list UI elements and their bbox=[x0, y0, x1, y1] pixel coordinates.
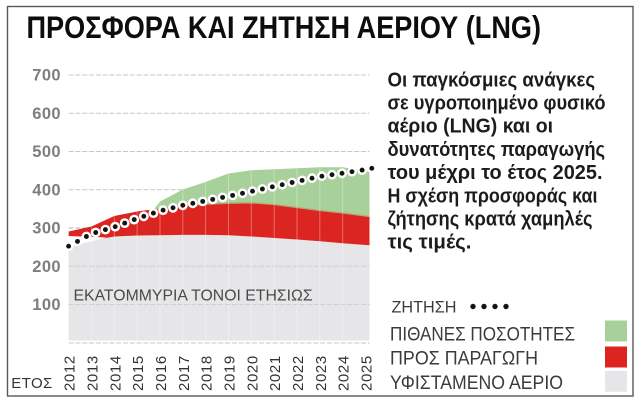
svg-text:2018: 2018 bbox=[199, 355, 216, 391]
svg-text:300: 300 bbox=[32, 220, 61, 238]
svg-text:ΠΙΘΑΝΕΣ ΠΟΣΟΤΗΤΕΣ: ΠΙΘΑΝΕΣ ΠΟΣΟΤΗΤΕΣ bbox=[390, 324, 575, 346]
svg-text:2013: 2013 bbox=[84, 355, 101, 391]
svg-text:400: 400 bbox=[32, 181, 61, 199]
svg-text:Οι παγκόσμιες ανάγκες: Οι παγκόσμιες ανάγκες bbox=[388, 68, 596, 91]
svg-text:2022: 2022 bbox=[290, 355, 307, 391]
svg-text:2012: 2012 bbox=[62, 355, 79, 391]
svg-text:ΕΚΑΤΟΜΜΥΡΙΑ ΤΟΝΟΙ ΕΤΗΣΙΩΣ: ΕΚΑΤΟΜΜΥΡΙΑ ΤΟΝΟΙ ΕΤΗΣΙΩΣ bbox=[74, 288, 313, 305]
svg-text:100: 100 bbox=[32, 296, 61, 314]
svg-text:2014: 2014 bbox=[107, 355, 124, 391]
svg-text:ΠΡΟΣΦΟΡΑ ΚΑΙ ΖΗΤΗΣΗ ΑΕΡΙΟΥ (LN: ΠΡΟΣΦΟΡΑ ΚΑΙ ΖΗΤΗΣΗ ΑΕΡΙΟΥ (LNG) bbox=[27, 9, 542, 45]
svg-text:2025: 2025 bbox=[358, 355, 375, 391]
svg-text:200: 200 bbox=[32, 258, 61, 276]
svg-text:ΥΦΙΣΤΑΜΕΝΟ ΑΕΡΙΟ: ΥΦΙΣΤΑΜΕΝΟ ΑΕΡΙΟ bbox=[390, 372, 563, 394]
svg-text:ΖΗΤΗΣΗ: ΖΗΤΗΣΗ bbox=[392, 298, 457, 317]
svg-text:ΠΡΟΣ ΠΑΡΑΓΩΓΗ: ΠΡΟΣ ΠΑΡΑΓΩΓΗ bbox=[390, 348, 538, 370]
svg-text:2020: 2020 bbox=[244, 355, 261, 391]
svg-text:2019: 2019 bbox=[221, 355, 238, 391]
svg-text:2023: 2023 bbox=[313, 355, 330, 391]
svg-text:δυνατότητες παραγωγής: δυνατότητες παραγωγής bbox=[388, 138, 606, 161]
svg-text:600: 600 bbox=[32, 105, 61, 123]
svg-text:ζήτησης κρατά χαμηλές: ζήτησης κρατά χαμηλές bbox=[388, 208, 593, 231]
svg-text:του μέχρι το έτος 2025.: του μέχρι το έτος 2025. bbox=[388, 161, 603, 184]
svg-text:500: 500 bbox=[32, 143, 61, 161]
svg-text:Η σχέση προσφοράς και: Η σχέση προσφοράς και bbox=[388, 184, 598, 207]
svg-text:2024: 2024 bbox=[336, 355, 353, 391]
svg-text:2016: 2016 bbox=[153, 355, 170, 391]
svg-text:σε υγροποιημένο φυσικό: σε υγροποιημένο φυσικό bbox=[388, 92, 606, 115]
svg-text:700: 700 bbox=[32, 67, 61, 85]
svg-text:αέριο (LNG) και οι: αέριο (LNG) και οι bbox=[388, 115, 554, 138]
svg-text:ΕΤΟΣ: ΕΤΟΣ bbox=[11, 375, 52, 392]
svg-text:2017: 2017 bbox=[176, 355, 193, 391]
svg-text:2015: 2015 bbox=[130, 355, 147, 391]
svg-text:2021: 2021 bbox=[267, 355, 284, 391]
svg-text:τις τιμές.: τις τιμές. bbox=[388, 231, 472, 254]
